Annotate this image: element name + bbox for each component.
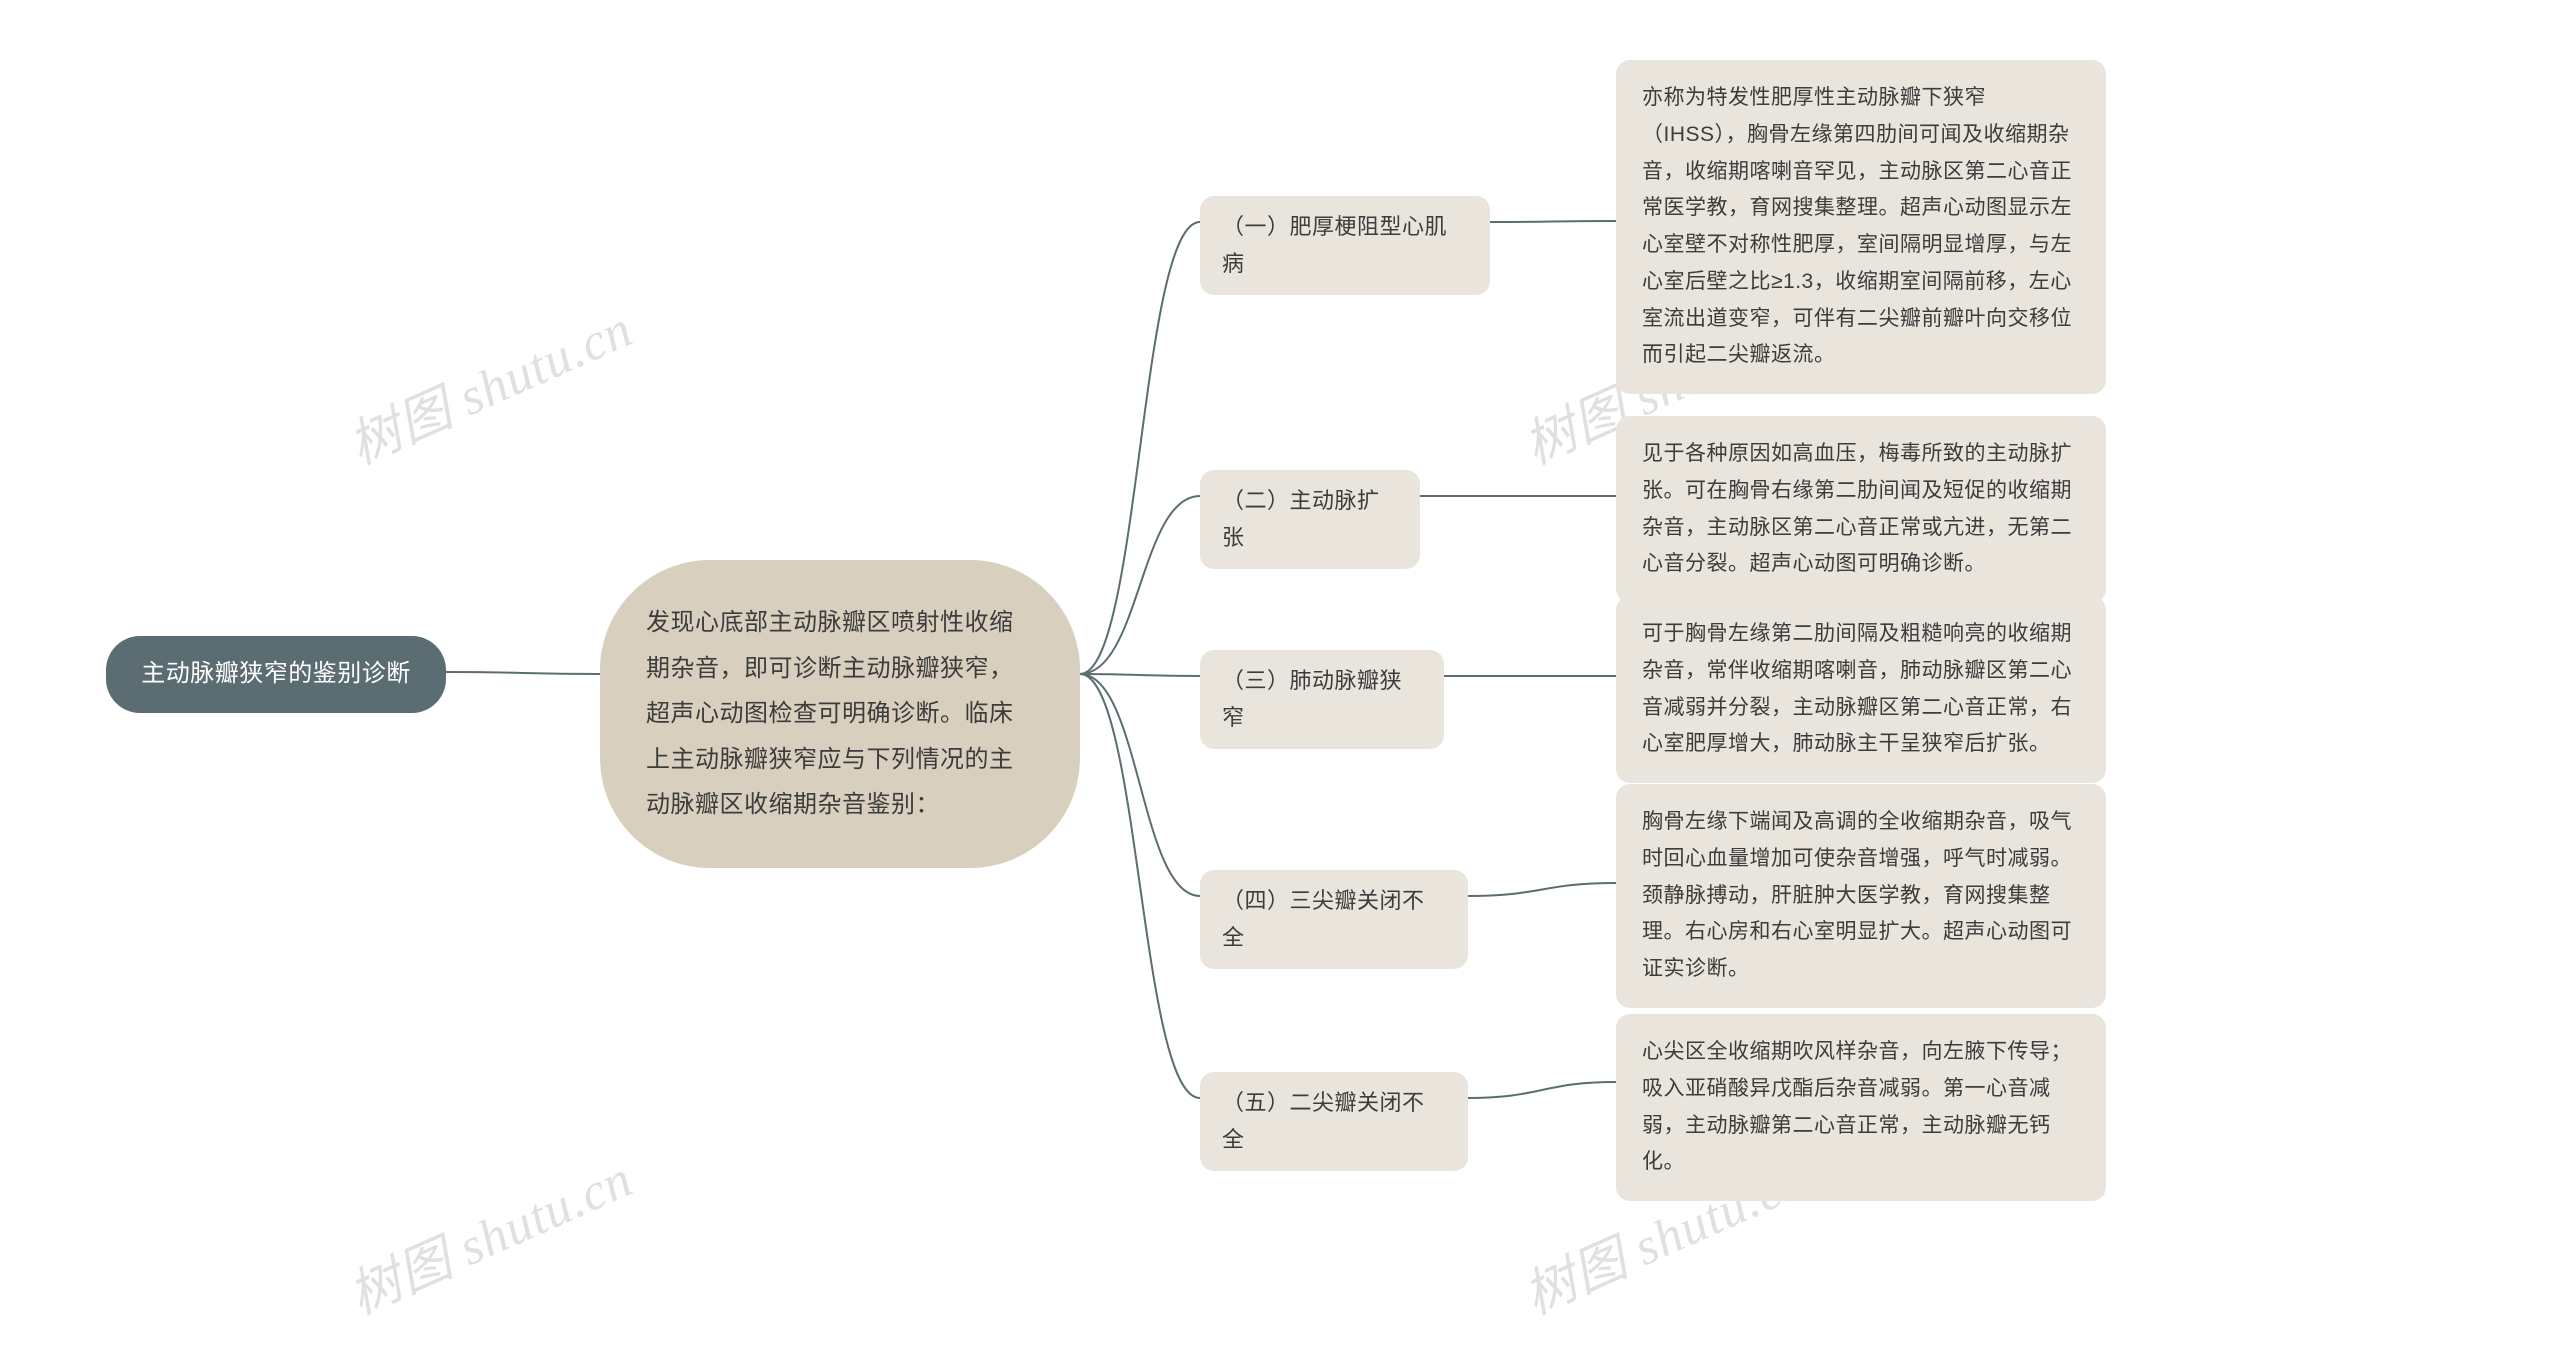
leaf-label: 胸骨左缘下端闻及高调的全收缩期杂音，吸气时回心血量增加可使杂音增强，呼气时减弱。… <box>1642 804 2080 988</box>
leaf-label: 亦称为特发性肥厚性主动脉瓣下狭窄（IHSS），胸骨左缘第四肋间可闻及收缩期杂音，… <box>1642 80 2080 374</box>
leaf-node-1[interactable]: 亦称为特发性肥厚性主动脉瓣下狭窄（IHSS），胸骨左缘第四肋间可闻及收缩期杂音，… <box>1616 60 2106 394</box>
watermark: 树图 shutu.cn <box>335 287 642 479</box>
level1-node[interactable]: 发现心底部主动脉瓣区喷射性收缩期杂音，即可诊断主动脉瓣狭窄，超声心动图检查可明确… <box>600 560 1080 868</box>
branch-node-4[interactable]: （四）三尖瓣关闭不全 <box>1200 870 1468 969</box>
mindmap-canvas: 树图 shutu.cn 树图 shutu.cn 树图 shutu.cn 树图 s… <box>0 0 2560 1359</box>
branch-node-2[interactable]: （二）主动脉扩张 <box>1200 470 1420 569</box>
watermark: 树图 shutu.cn <box>335 1137 642 1329</box>
leaf-node-3[interactable]: 可于胸骨左缘第二肋间隔及粗糙响亮的收缩期杂音，常伴收缩期喀喇音，肺动脉瓣区第二心… <box>1616 596 2106 783</box>
leaf-node-5[interactable]: 心尖区全收缩期吹风样杂音，向左腋下传导；吸入亚硝酸异戊酯后杂音减弱。第一心音减弱… <box>1616 1014 2106 1201</box>
root-node[interactable]: 主动脉瓣狭窄的鉴别诊断 <box>106 636 446 713</box>
leaf-label: 心尖区全收缩期吹风样杂音，向左腋下传导；吸入亚硝酸异戊酯后杂音减弱。第一心音减弱… <box>1642 1034 2080 1181</box>
leaf-node-4[interactable]: 胸骨左缘下端闻及高调的全收缩期杂音，吸气时回心血量增加可使杂音增强，呼气时减弱。… <box>1616 784 2106 1008</box>
root-label: 主动脉瓣狭窄的鉴别诊断 <box>141 654 411 695</box>
level1-label: 发现心底部主动脉瓣区喷射性收缩期杂音，即可诊断主动脉瓣狭窄，超声心动图检查可明确… <box>646 600 1034 828</box>
branch-label: （四）三尖瓣关闭不全 <box>1222 882 1446 957</box>
branch-label: （三）肺动脉瓣狭窄 <box>1222 662 1422 737</box>
leaf-label: 可于胸骨左缘第二肋间隔及粗糙响亮的收缩期杂音，常伴收缩期喀喇音，肺动脉瓣区第二心… <box>1642 616 2080 763</box>
branch-label: （五）二尖瓣关闭不全 <box>1222 1084 1446 1159</box>
leaf-node-2[interactable]: 见于各种原因如高血压，梅毒所致的主动脉扩张。可在胸骨右缘第二肋间闻及短促的收缩期… <box>1616 416 2106 603</box>
branch-label: （一）肥厚梗阻型心肌病 <box>1222 208 1468 283</box>
leaf-label: 见于各种原因如高血压，梅毒所致的主动脉扩张。可在胸骨右缘第二肋间闻及短促的收缩期… <box>1642 436 2080 583</box>
branch-label: （二）主动脉扩张 <box>1222 482 1398 557</box>
branch-node-1[interactable]: （一）肥厚梗阻型心肌病 <box>1200 196 1490 295</box>
branch-node-5[interactable]: （五）二尖瓣关闭不全 <box>1200 1072 1468 1171</box>
branch-node-3[interactable]: （三）肺动脉瓣狭窄 <box>1200 650 1444 749</box>
